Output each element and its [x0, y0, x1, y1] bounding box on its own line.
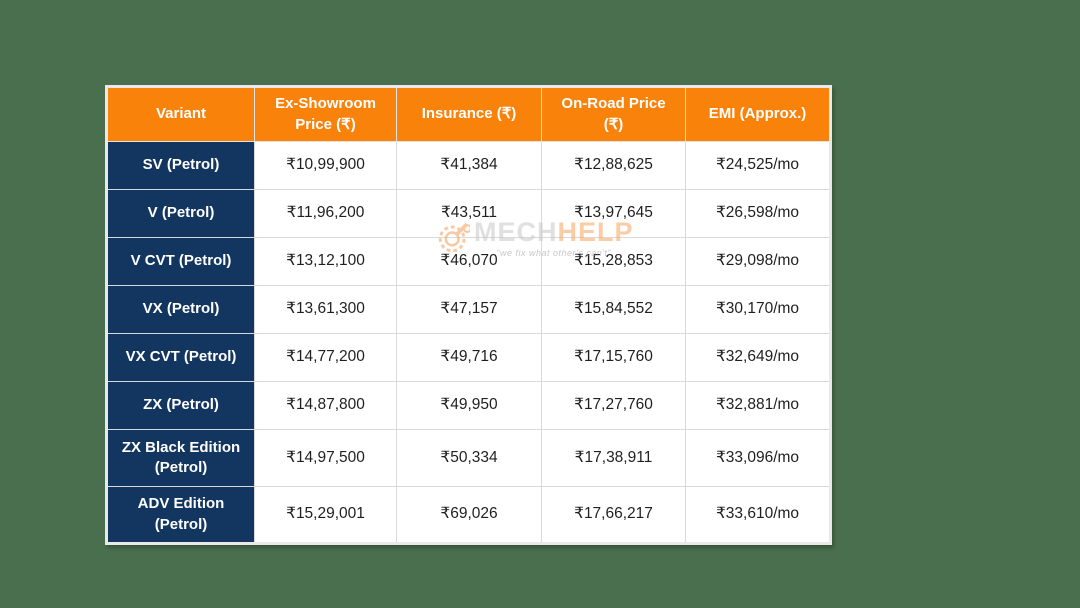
variant-cell: ZX Black Edition (Petrol) [106, 429, 255, 487]
on-road-cell: ₹17,38,911 [541, 429, 686, 487]
table-row: VX (Petrol) ₹13,61,300 ₹47,157 ₹15,84,55… [106, 285, 831, 334]
on-road-cell: ₹12,88,625 [541, 141, 686, 190]
ex-showroom-cell: ₹14,97,500 [254, 429, 397, 487]
insurance-cell: ₹69,026 [396, 486, 542, 544]
emi-cell: ₹30,170/mo [685, 285, 831, 334]
emi-cell: ₹33,096/mo [685, 429, 831, 487]
table-row: ZX (Petrol) ₹14,87,800 ₹49,950 ₹17,27,76… [106, 381, 831, 430]
variant-cell: ADV Edition (Petrol) [106, 486, 255, 544]
insurance-cell: ₹49,950 [396, 381, 542, 430]
header-emi: EMI (Approx.) [685, 86, 831, 142]
header-insurance: Insurance (₹) [396, 86, 542, 142]
table-row: ADV Edition (Petrol) ₹15,29,001 ₹69,026 … [106, 486, 831, 544]
variant-cell: V CVT (Petrol) [106, 237, 255, 286]
variant-cell: VX CVT (Petrol) [106, 333, 255, 382]
variant-cell: SV (Petrol) [106, 141, 255, 190]
table-row: SV (Petrol) ₹10,99,900 ₹41,384 ₹12,88,62… [106, 141, 831, 190]
table-row: V (Petrol) ₹11,96,200 ₹43,511 ₹13,97,645… [106, 189, 831, 238]
on-road-cell: ₹17,15,760 [541, 333, 686, 382]
insurance-cell: ₹50,334 [396, 429, 542, 487]
header-on-road: On-Road Price (₹) [541, 86, 686, 142]
ex-showroom-cell: ₹14,87,800 [254, 381, 397, 430]
header-ex-showroom: Ex-Showroom Price (₹) [254, 86, 397, 142]
table-row: V CVT (Petrol) ₹13,12,100 ₹46,070 ₹15,28… [106, 237, 831, 286]
variant-cell: V (Petrol) [106, 189, 255, 238]
variant-cell: ZX (Petrol) [106, 381, 255, 430]
ex-showroom-cell: ₹13,12,100 [254, 237, 397, 286]
emi-cell: ₹32,881/mo [685, 381, 831, 430]
on-road-cell: ₹13,97,645 [541, 189, 686, 238]
table-header-row: Variant Ex-Showroom Price (₹) Insurance … [106, 86, 831, 142]
header-variant: Variant [106, 86, 255, 142]
emi-cell: ₹26,598/mo [685, 189, 831, 238]
table-row: ZX Black Edition (Petrol) ₹14,97,500 ₹50… [106, 429, 831, 487]
on-road-cell: ₹17,27,760 [541, 381, 686, 430]
on-road-cell: ₹15,84,552 [541, 285, 686, 334]
ex-showroom-cell: ₹15,29,001 [254, 486, 397, 544]
insurance-cell: ₹43,511 [396, 189, 542, 238]
table-row: VX CVT (Petrol) ₹14,77,200 ₹49,716 ₹17,1… [106, 333, 831, 382]
on-road-cell: ₹15,28,853 [541, 237, 686, 286]
ex-showroom-cell: ₹10,99,900 [254, 141, 397, 190]
insurance-cell: ₹41,384 [396, 141, 542, 190]
ex-showroom-cell: ₹14,77,200 [254, 333, 397, 382]
ex-showroom-cell: ₹13,61,300 [254, 285, 397, 334]
ex-showroom-cell: ₹11,96,200 [254, 189, 397, 238]
emi-cell: ₹24,525/mo [685, 141, 831, 190]
on-road-cell: ₹17,66,217 [541, 486, 686, 544]
emi-cell: ₹29,098/mo [685, 237, 831, 286]
insurance-cell: ₹49,716 [396, 333, 542, 382]
insurance-cell: ₹46,070 [396, 237, 542, 286]
variant-pricing-table: Variant Ex-Showroom Price (₹) Insurance … [105, 85, 832, 545]
insurance-cell: ₹47,157 [396, 285, 542, 334]
variant-cell: VX (Petrol) [106, 285, 255, 334]
emi-cell: ₹32,649/mo [685, 333, 831, 382]
emi-cell: ₹33,610/mo [685, 486, 831, 544]
